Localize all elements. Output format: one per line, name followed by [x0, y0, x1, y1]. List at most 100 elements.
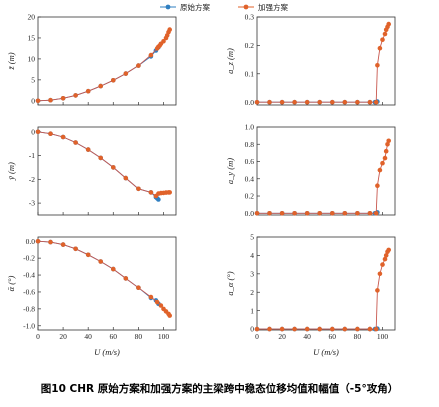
x-tick-label: 20	[278, 332, 286, 341]
y-tick-label: 0.0	[245, 98, 255, 107]
y-tick-label: 3	[250, 269, 254, 278]
y-tick-label: 0	[250, 325, 254, 334]
data-point-enhanced	[73, 246, 78, 252]
data-point-enhanced	[98, 259, 103, 264]
data-point-enhanced	[355, 326, 360, 332]
legend-enhanced-marker	[243, 4, 249, 10]
data-point-enhanced	[304, 99, 310, 105]
data-point-enhanced	[123, 175, 129, 181]
series-line-original	[37, 46, 159, 102]
y-tick-label: 5	[250, 233, 254, 242]
y-tick-label: 2	[250, 288, 254, 297]
y-axis-label: z̄ (m)	[6, 52, 16, 70]
x-tick-label: 60	[110, 332, 118, 341]
y-axis-label: a_y (m)	[225, 158, 235, 184]
y-tick-label: 0.1	[245, 69, 255, 78]
data-point-enhanced	[317, 99, 323, 105]
data-point-enhanced	[98, 155, 103, 161]
x-tick-label: 100	[377, 332, 389, 341]
data-point-enhanced	[380, 262, 385, 267]
data-point-enhanced	[377, 271, 383, 277]
y-tick-label: -0.2	[23, 254, 35, 263]
y-tick-label: -0.6	[23, 288, 35, 297]
data-point-original	[156, 197, 161, 202]
data-point-enhanced	[161, 39, 166, 44]
data-point-enhanced	[167, 27, 172, 32]
y-tick-label: 5	[31, 75, 35, 84]
data-point-enhanced	[375, 288, 380, 293]
data-point-enhanced	[48, 131, 53, 136]
y-tick-label: 0.4	[245, 174, 255, 183]
data-point-enhanced	[60, 134, 66, 140]
data-point-enhanced	[48, 97, 53, 103]
data-point-enhanced	[167, 313, 172, 318]
data-point-enhanced	[386, 138, 392, 144]
legend-original-label: 原始方案	[180, 2, 210, 12]
data-point-enhanced	[254, 99, 260, 105]
data-point-enhanced	[386, 247, 392, 253]
data-point-enhanced	[355, 211, 360, 216]
data-point-enhanced	[383, 253, 389, 258]
data-point-enhanced	[136, 63, 141, 68]
data-point-enhanced	[385, 142, 390, 147]
series-line-enhanced	[257, 23, 390, 103]
x-tick-label: 80	[135, 332, 143, 341]
data-point-enhanced	[111, 165, 116, 170]
data-point-enhanced	[330, 326, 335, 332]
x-axis-label-right: U (m/s)	[313, 347, 339, 357]
x-tick-label: 20	[59, 332, 67, 341]
y-tick-label: 15	[28, 34, 36, 43]
data-point-enhanced	[386, 21, 392, 27]
y-tick-label: -3	[29, 199, 35, 208]
y-tick-label: 0	[31, 127, 35, 136]
data-point-enhanced	[342, 326, 348, 332]
x-tick-label: 40	[84, 332, 92, 341]
panel-z-mean: 0 5 10 15 20 z̄ (m)	[6, 13, 177, 106]
x-tick-label: 100	[158, 332, 170, 341]
data-point-enhanced	[317, 211, 323, 216]
data-point-enhanced	[330, 99, 335, 105]
y-tick-label: 0	[31, 96, 35, 105]
data-point-enhanced	[279, 326, 285, 332]
data-point-enhanced	[382, 256, 388, 262]
series-line-original	[37, 240, 159, 305]
figure-caption: 图10 CHR 原始方案和加强方案的主梁跨中稳态位移均值和幅值（-5°攻角）	[40, 383, 399, 395]
y-axis-label: a_z (m)	[225, 48, 235, 74]
x-tick-label: 40	[303, 332, 311, 341]
data-point-enhanced	[35, 98, 41, 104]
data-point-enhanced	[254, 211, 260, 216]
plot-frame	[37, 126, 177, 216]
plot-frame	[37, 16, 177, 106]
y-tick-label: -1	[29, 151, 35, 160]
y-tick-label: 0.0	[245, 209, 255, 218]
plot-frame	[256, 236, 396, 331]
data-point-enhanced	[342, 99, 348, 105]
data-point-enhanced	[267, 99, 272, 105]
data-point-enhanced	[154, 299, 160, 305]
data-point-enhanced	[111, 78, 116, 83]
y-tick-label: -0.4	[23, 271, 35, 280]
data-point-enhanced	[158, 303, 164, 308]
data-point-enhanced	[254, 326, 260, 332]
y-tick-label: 0.8	[245, 140, 255, 149]
data-point-enhanced	[373, 211, 379, 216]
data-point-enhanced	[292, 99, 297, 105]
data-point-enhanced	[123, 276, 129, 281]
data-point-enhanced	[279, 211, 285, 216]
y-tick-label: 0.2	[245, 192, 255, 201]
series-line-enhanced	[257, 140, 390, 214]
data-point-enhanced	[279, 99, 285, 105]
legend-enhanced-label: 加强方案	[258, 2, 288, 12]
series-line-enhanced	[37, 240, 171, 316]
y-tick-label: 10	[28, 55, 36, 64]
y-axis-label: a_α (°)	[225, 271, 235, 295]
series-line-enhanced	[257, 249, 390, 330]
data-point-enhanced	[48, 239, 53, 245]
data-point-enhanced	[367, 211, 373, 216]
panel-alpha-mean: 0 20 40 60 80 100 0.0 -0.2 -0.4 -0.6 -0.8 -1.0 ᾱ (°)	[6, 236, 177, 341]
data-point-enhanced	[330, 211, 335, 216]
x-tick-label: 0	[36, 332, 40, 341]
data-point-enhanced	[98, 83, 103, 89]
data-point-enhanced	[73, 93, 78, 98]
